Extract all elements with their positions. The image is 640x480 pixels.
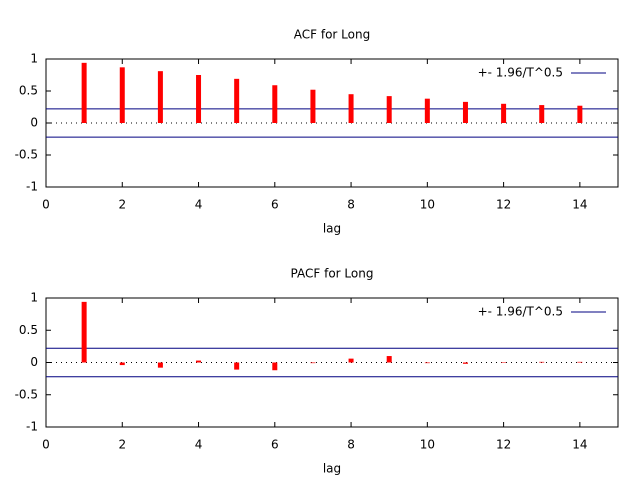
bar — [196, 75, 202, 123]
x-tick-label: 6 — [271, 198, 279, 212]
bar — [462, 362, 468, 364]
x-tick-label: 14 — [572, 438, 587, 452]
y-tick-label: 1 — [30, 52, 38, 66]
bar — [348, 94, 354, 123]
bar — [310, 89, 316, 123]
x-tick-label: 8 — [347, 438, 355, 452]
chart-title: ACF for Long — [294, 28, 370, 42]
y-tick-label: 0 — [30, 116, 38, 130]
x-tick-label: 4 — [195, 438, 203, 452]
x-tick-label: 12 — [496, 438, 511, 452]
y-tick-label: -1 — [26, 180, 38, 194]
y-tick-label: -0.5 — [15, 148, 38, 162]
bar — [539, 361, 545, 363]
bar — [424, 362, 430, 364]
legend-label: +- 1.96/T^0.5 — [478, 305, 563, 319]
chart-title: PACF for Long — [291, 267, 374, 281]
y-tick-label: 0 — [30, 355, 38, 369]
bar — [577, 361, 583, 363]
bar — [157, 71, 163, 123]
x-tick-label: 6 — [271, 438, 279, 452]
bar — [234, 78, 240, 123]
bar — [424, 98, 430, 123]
x-axis-label: lag — [323, 222, 341, 236]
bar — [119, 362, 125, 366]
x-tick-label: 8 — [347, 198, 355, 212]
bar — [501, 103, 507, 123]
x-tick-label: 0 — [42, 438, 50, 452]
bar — [386, 356, 392, 363]
x-axis-label: lag — [323, 462, 341, 476]
bar — [386, 96, 392, 123]
bar — [119, 67, 125, 123]
y-tick-label: -1 — [26, 420, 38, 434]
bar — [196, 360, 202, 363]
bar — [310, 362, 316, 364]
x-tick-label: 2 — [118, 198, 126, 212]
x-tick-label: 10 — [420, 438, 435, 452]
legend-label: +- 1.96/T^0.5 — [478, 66, 563, 80]
bar — [272, 85, 278, 123]
bar — [81, 62, 87, 123]
bar — [577, 105, 583, 123]
bar — [157, 362, 163, 368]
x-tick-label: 12 — [496, 198, 511, 212]
bar — [272, 362, 278, 371]
y-tick-label: 1 — [30, 291, 38, 305]
x-tick-label: 14 — [572, 198, 587, 212]
bar — [501, 362, 507, 363]
x-tick-label: 10 — [420, 198, 435, 212]
bar — [348, 358, 354, 363]
bar — [81, 301, 87, 363]
bar — [539, 105, 545, 123]
y-tick-label: 0.5 — [19, 84, 38, 98]
y-tick-label: -0.5 — [15, 387, 38, 401]
y-tick-label: 0.5 — [19, 323, 38, 337]
x-tick-label: 4 — [195, 198, 203, 212]
bar — [234, 362, 240, 370]
bar — [462, 101, 468, 123]
x-tick-label: 0 — [42, 198, 50, 212]
x-tick-label: 2 — [118, 438, 126, 452]
